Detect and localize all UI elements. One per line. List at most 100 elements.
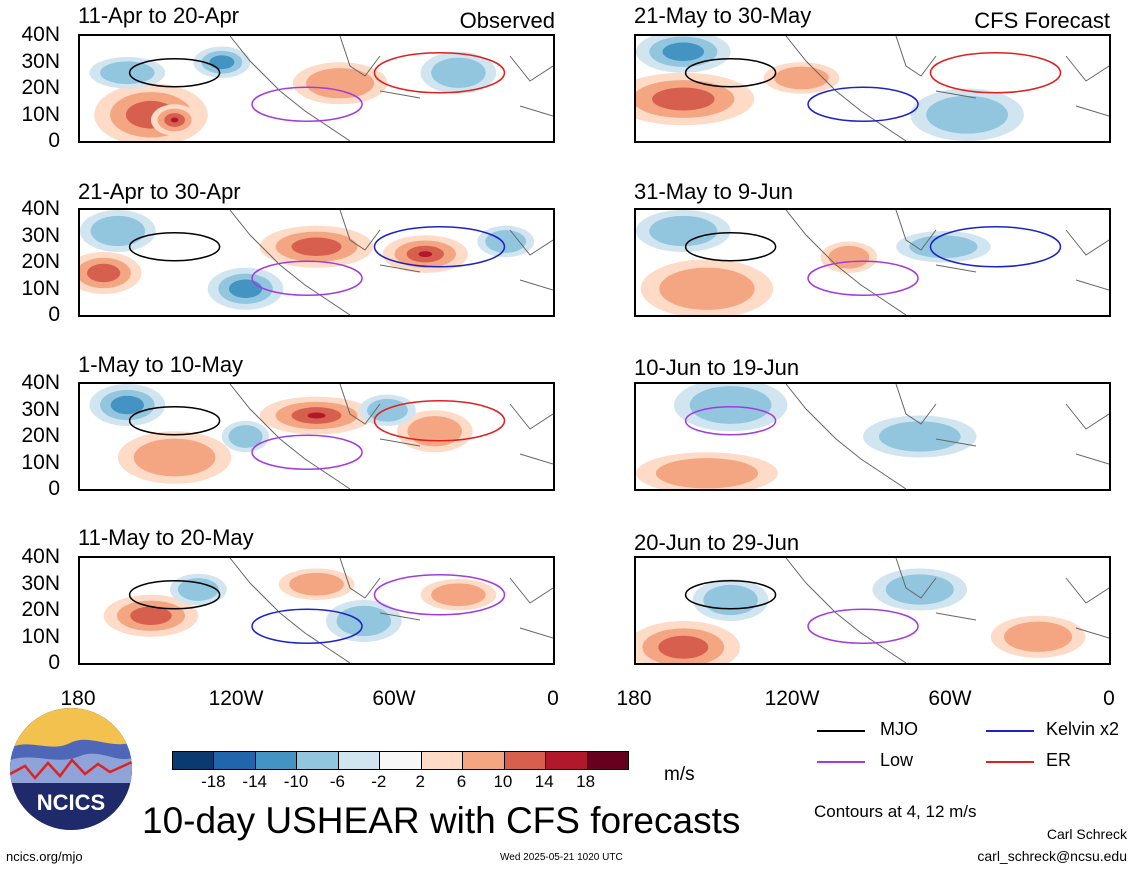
- legend-kelvin-label: Kelvin x2: [1046, 719, 1120, 739]
- contour-line: [128, 580, 221, 610]
- map-panel-fcst-1: [634, 34, 1111, 143]
- panel-title-fcst-1: 21-May to 30-May: [634, 3, 812, 28]
- colorbar-label: -2: [371, 772, 387, 791]
- map-panel-obs-3: [78, 382, 555, 491]
- shear-negative-area: [689, 386, 772, 424]
- colorbar-swatch: [255, 752, 298, 769]
- shear-negative-area: [703, 584, 758, 616]
- coastline: [229, 558, 553, 663]
- contour-line: [128, 232, 221, 262]
- colorbar-label: -18: [201, 772, 226, 791]
- shear-field: [103, 558, 553, 663]
- colorbar-label: 10: [493, 772, 513, 791]
- shear-positive-area: [407, 416, 462, 447]
- x-tick-left-60w: 60W: [372, 687, 416, 710]
- y-tick-label: 40N: [21, 545, 60, 568]
- map-panel-fcst-2: [634, 208, 1111, 317]
- colorbar: [172, 751, 629, 770]
- contour-line: [684, 406, 777, 436]
- y-tick-label: 0: [48, 651, 60, 674]
- shear-negative-area: [177, 578, 219, 601]
- shear-positive-area: [658, 635, 709, 659]
- y-tick-label: 10N: [21, 276, 60, 300]
- legend-mjo-line: [817, 730, 865, 732]
- y-tick-label: 40N: [21, 197, 60, 220]
- y-tick-label: 30N: [21, 49, 60, 73]
- contour-line: [373, 226, 506, 268]
- author-name: Carl Schreck: [1046, 826, 1127, 842]
- x-tick-left-180: 180: [60, 687, 96, 710]
- map-panel-fcst-3: [634, 382, 1111, 491]
- contour-line: [128, 58, 221, 88]
- observed-label: Observed: [459, 8, 555, 33]
- contour-line: [684, 580, 777, 610]
- shear-field: [636, 36, 1109, 141]
- y-tick-label: 30N: [21, 571, 60, 595]
- shear-positive-area: [306, 68, 375, 99]
- shear-negative-area: [228, 279, 263, 298]
- y-tick-label: 0: [48, 129, 60, 152]
- shear-positive-area: [431, 583, 486, 607]
- x-tick-left-120w: 120W: [208, 687, 264, 710]
- colorbar-unit: m/s: [664, 764, 695, 785]
- y-tick-label: 40N: [21, 23, 60, 46]
- colorbar-swatch: [587, 752, 628, 769]
- panel-title-fcst-4: 20-Jun to 29-Jun: [634, 530, 800, 555]
- shear-field: [636, 558, 1109, 663]
- ncics-logo: NCICS: [10, 708, 132, 830]
- colorbar-label: -14: [242, 772, 268, 791]
- contour-line: [373, 52, 506, 94]
- contour-line: [684, 232, 777, 262]
- forecast-label: CFS Forecast: [974, 8, 1110, 33]
- coastline: [785, 558, 1109, 663]
- shear-negative-area: [662, 42, 705, 61]
- coastline: [229, 384, 553, 489]
- coastline: [785, 384, 1109, 489]
- y-tick-label: 0: [48, 477, 60, 500]
- map-panel-obs-4: [78, 556, 555, 665]
- shear-positive-area: [87, 263, 121, 283]
- contour-line: [684, 58, 777, 88]
- colorbar-label: 2: [415, 772, 425, 791]
- shear-negative-area: [100, 61, 155, 85]
- panel-title-obs-2: 21-Apr to 30-Apr: [78, 179, 241, 204]
- contour-line: [373, 400, 506, 442]
- colorbar-swatch: [338, 752, 381, 769]
- shear-positive-area: [307, 412, 326, 419]
- y-tick-label: 20N: [21, 76, 60, 99]
- contour-line: [128, 406, 221, 436]
- shear-negative-area: [110, 395, 144, 415]
- y-tick-label: 10N: [21, 624, 60, 648]
- legend-mjo-label: MJO: [880, 719, 918, 739]
- shear-positive-area: [774, 66, 829, 90]
- legend-er-line: [986, 761, 1034, 763]
- y-tick-label: 30N: [21, 397, 60, 421]
- y-tick-label: 20N: [21, 598, 60, 621]
- map-panel-obs-2: [78, 208, 555, 317]
- shear-negative-area: [367, 398, 408, 422]
- colorbar-label: 6: [456, 772, 467, 791]
- panel-title-obs-1: 11-Apr to 20-Apr: [78, 3, 240, 28]
- timestamp: Wed 2025-05-21 1020 UTC: [500, 852, 623, 863]
- contour-line: [251, 608, 363, 644]
- shear-field: [89, 36, 553, 141]
- shear-positive-area: [652, 87, 715, 111]
- coastline: [229, 36, 553, 141]
- shear-negative-area: [90, 215, 146, 247]
- x-tick-right-60w: 60W: [928, 687, 972, 710]
- shear-negative-area: [878, 421, 961, 452]
- contour-line: [929, 52, 1062, 94]
- main-title: 10-day USHEAR with CFS forecasts: [142, 800, 741, 841]
- x-tick-right-0: 0: [1103, 687, 1115, 710]
- shear-field: [89, 384, 553, 489]
- map-panel-obs-1: [78, 34, 555, 143]
- colorbar-label: -10: [283, 772, 309, 791]
- shear-negative-area: [909, 235, 978, 259]
- footer-url[interactable]: ncics.org/mjo: [6, 849, 83, 864]
- y-tick-label: 40N: [21, 371, 60, 394]
- colorbar-swatch: [297, 752, 339, 769]
- y-tick-label: 10N: [21, 102, 60, 126]
- legend-low-line: [817, 761, 865, 763]
- colorbar-label: 14: [534, 772, 554, 791]
- contour-line: [373, 574, 506, 616]
